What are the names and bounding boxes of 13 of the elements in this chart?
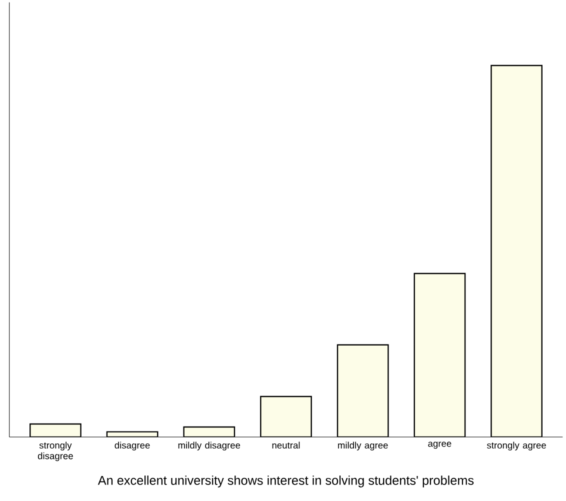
x-tick-label: strongly disagree: [38, 442, 73, 462]
x-tick-label: disagree: [114, 442, 150, 450]
x-tick-label: mildly agree: [338, 442, 388, 450]
x-axis-title: An excellent university shows interest in solving students' problems: [98, 476, 474, 488]
x-tick-label: agree: [428, 442, 452, 449]
bar: [490, 64, 542, 438]
bar: [30, 424, 81, 438]
x-tick-label: neutral: [272, 442, 300, 449]
x-tick-label: mildly disagree: [178, 442, 240, 450]
bar: [260, 396, 312, 438]
bar: [336, 344, 389, 438]
x-tick-label: strongly agree: [486, 442, 546, 450]
bar: [414, 272, 466, 438]
